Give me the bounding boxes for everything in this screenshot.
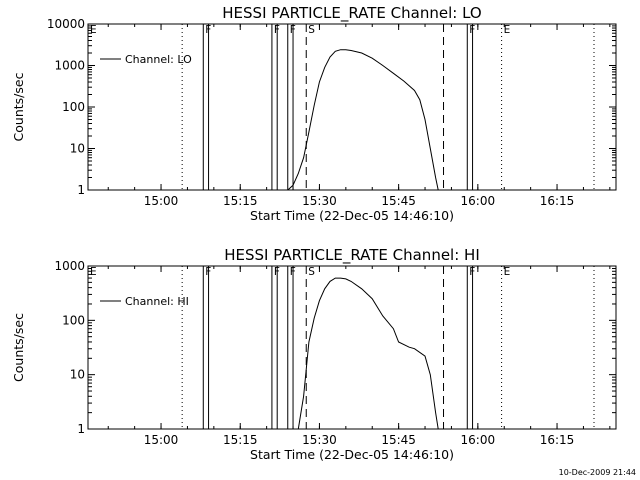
x-tick-label: 15:30: [302, 433, 337, 447]
x-tick-label: 16:15: [540, 194, 575, 208]
chart-title: HESSI PARTICLE_RATE Channel: LO: [222, 4, 481, 23]
plot-frame: [87, 23, 617, 191]
x-tick-label: 16:00: [461, 194, 496, 208]
x-tick-label: 15:15: [223, 194, 258, 208]
y-tick-label: 1: [77, 183, 85, 197]
flag-label: E: [504, 266, 511, 278]
plot-frame: [87, 265, 617, 430]
chart-hi-panel: HESSI PARTICLE_RATE Channel: HI Start Tim…: [11, 246, 617, 462]
y-axis-label: Counts/sec: [11, 72, 26, 141]
chart-lo-panel: HESSI PARTICLE_RATE Channel: LO Start Tim…: [11, 4, 617, 223]
x-tick-label: 15:00: [144, 433, 179, 447]
flag-label: S: [308, 266, 315, 278]
y-tick-label: 1: [77, 422, 85, 436]
x-tick-label: 16:00: [461, 433, 496, 447]
y-tick-label: 1000: [54, 259, 85, 273]
x-axis-label: Start Time (22-Dec-05 14:46:10): [250, 208, 454, 223]
flag-label: E: [90, 24, 97, 36]
x-tick-label: 15:45: [381, 433, 416, 447]
flag-label: S: [308, 24, 315, 36]
x-tick-label: 15:15: [223, 433, 258, 447]
x-axis-label: Start Time (22-Dec-05 14:46:10): [250, 447, 454, 462]
y-tick-label: 100: [62, 313, 85, 327]
y-axis-label: Counts/sec: [11, 313, 26, 382]
legend-label: Channel: HI: [125, 295, 189, 308]
flag-label: E: [90, 266, 97, 278]
y-tick-label: 10: [70, 368, 85, 382]
y-tick-label: 10000: [47, 17, 85, 31]
legend-label: Channel: LO: [125, 53, 192, 66]
x-tick-label: 16:15: [540, 433, 575, 447]
y-tick-label: 10: [70, 142, 85, 156]
flag-label: E: [504, 24, 511, 36]
y-tick-label: 1000: [54, 59, 85, 73]
x-tick-label: 15:00: [144, 194, 179, 208]
series-line: [297, 277, 439, 430]
x-tick-label: 15:45: [381, 194, 416, 208]
timestamp: 10-Dec-2009 21:44: [559, 468, 636, 477]
series-line: [287, 49, 439, 191]
chart-title: HESSI PARTICLE_RATE Channel: HI: [224, 246, 480, 265]
x-tick-label: 15:30: [302, 194, 337, 208]
y-tick-label: 100: [62, 100, 85, 114]
